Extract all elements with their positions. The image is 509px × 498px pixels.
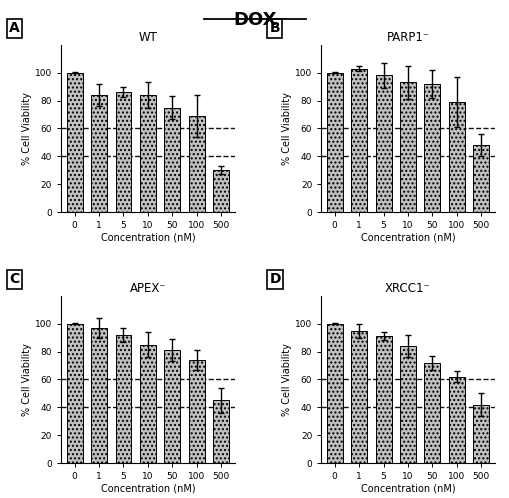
Bar (213, 400, 229, 463)
Bar (139, 345, 156, 463)
Y-axis label: % Cell Viability: % Cell Viability (281, 92, 292, 165)
Bar (423, 363, 439, 463)
Text: D: D (269, 272, 280, 286)
Bar (188, 360, 204, 463)
Bar (448, 376, 464, 463)
Bar (472, 404, 488, 463)
Title: PARP1⁻: PARP1⁻ (386, 31, 429, 44)
Bar (116, 335, 131, 463)
Title: WT: WT (138, 31, 157, 44)
Title: XRCC1⁻: XRCC1⁻ (384, 282, 430, 295)
Bar (399, 83, 415, 212)
Bar (139, 95, 156, 212)
X-axis label: Concentration (nM): Concentration (nM) (360, 233, 455, 243)
Bar (116, 92, 131, 212)
Text: DOX: DOX (233, 11, 276, 29)
Bar (375, 76, 391, 212)
Y-axis label: % Cell Viability: % Cell Viability (22, 92, 32, 165)
Y-axis label: % Cell Viability: % Cell Viability (281, 343, 292, 416)
Bar (472, 145, 488, 212)
Bar (164, 350, 180, 463)
Bar (91, 95, 107, 212)
X-axis label: Concentration (nM): Concentration (nM) (100, 233, 195, 243)
Bar (351, 69, 366, 212)
X-axis label: Concentration (nM): Concentration (nM) (100, 484, 195, 494)
X-axis label: Concentration (nM): Concentration (nM) (360, 484, 455, 494)
Bar (399, 346, 415, 463)
Text: B: B (269, 21, 279, 35)
Bar (375, 336, 391, 463)
Bar (351, 331, 366, 463)
Text: A: A (9, 21, 20, 35)
Bar (326, 73, 342, 212)
Bar (423, 84, 439, 212)
Title: APEX⁻: APEX⁻ (129, 282, 166, 295)
Bar (67, 324, 82, 463)
Text: C: C (9, 272, 19, 286)
Bar (188, 116, 204, 212)
Bar (91, 328, 107, 463)
Y-axis label: % Cell Viability: % Cell Viability (22, 343, 32, 416)
Bar (164, 108, 180, 212)
Bar (448, 102, 464, 212)
Bar (67, 73, 82, 212)
Bar (213, 170, 229, 212)
Bar (326, 324, 342, 463)
